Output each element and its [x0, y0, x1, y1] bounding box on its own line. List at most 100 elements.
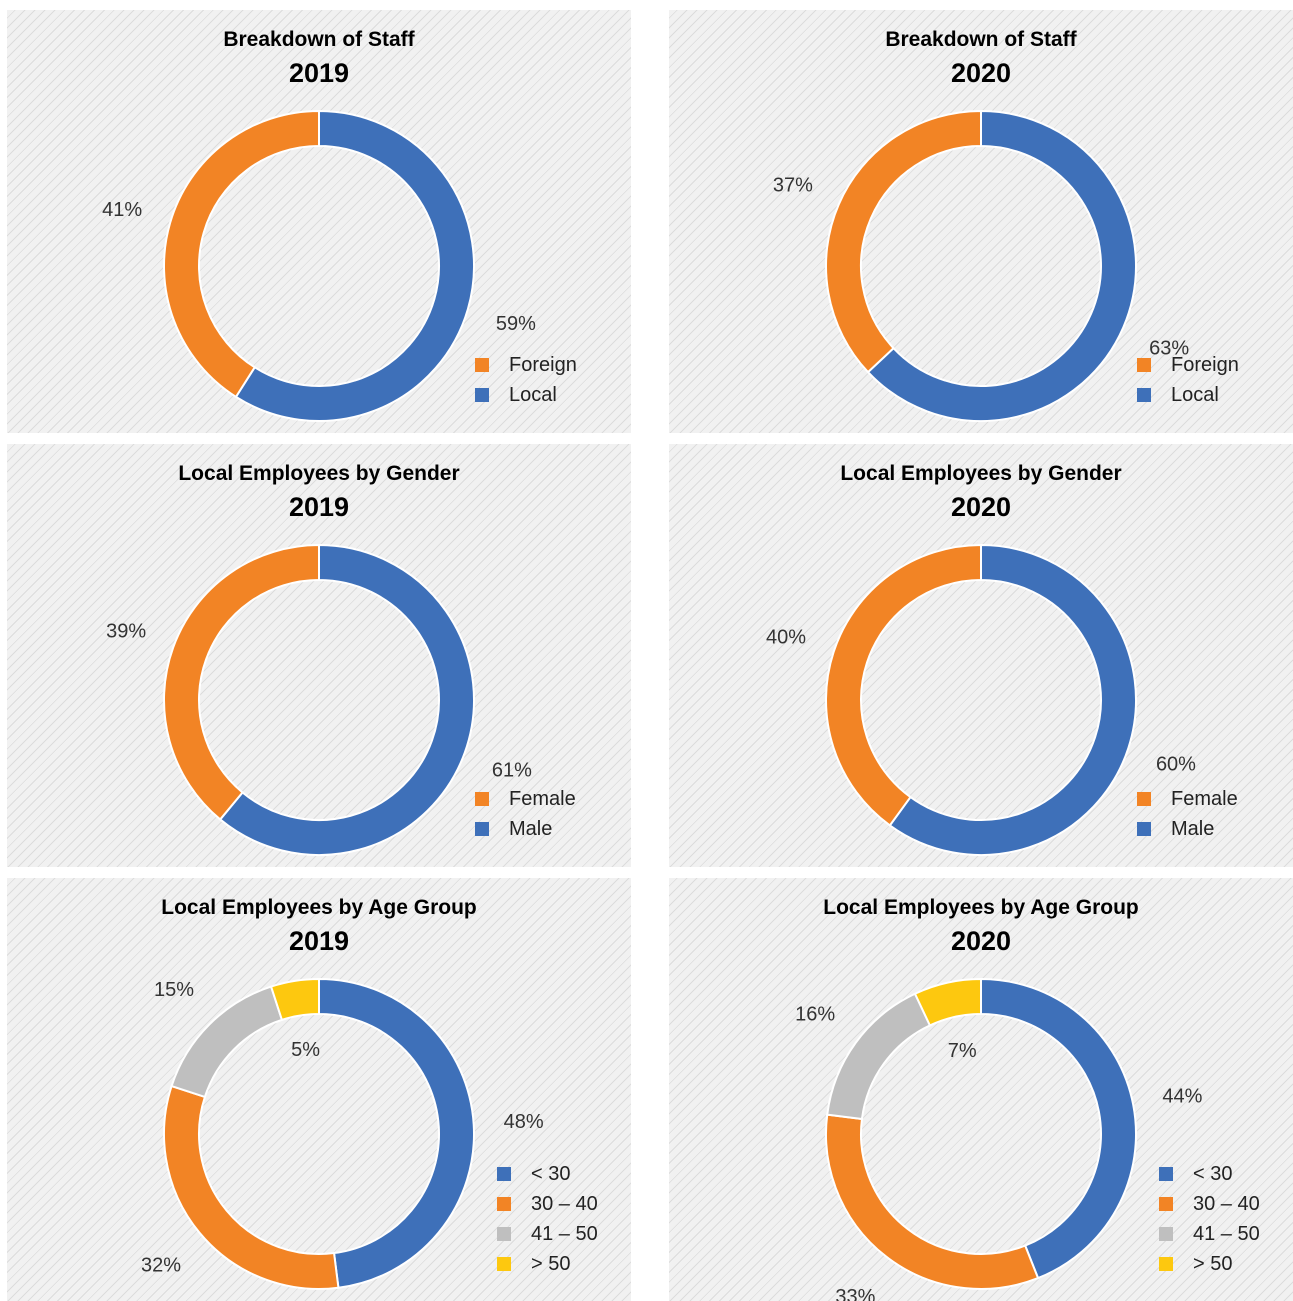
data-label-local: 59% [496, 313, 536, 335]
chart-legend: Female Male [475, 784, 576, 844]
legend-swatch [1137, 822, 1151, 836]
data-label-30: 48% [504, 1111, 544, 1133]
slice-30 [318, 977, 476, 1289]
slice-male [218, 543, 475, 856]
chart-year: 2019 [288, 492, 350, 522]
slice-50 [269, 977, 320, 1022]
legend-swatch [1159, 1167, 1173, 1181]
chart-title: Local Employees by Age Group [823, 896, 1139, 919]
legend-item-30: < 30 [1159, 1159, 1260, 1189]
donut-chart: 59% 41% [102, 109, 536, 422]
donut-chart: 48% 32% 15% 5% [141, 977, 544, 1290]
donut-chart: 61% 39% [106, 543, 532, 856]
chart-legend: < 30 30 – 40 41 – 50 > 50 [1159, 1159, 1260, 1279]
legend-label: < 30 [531, 1162, 571, 1185]
chart-legend: Foreign Local [475, 350, 577, 410]
legend-swatch [1159, 1257, 1173, 1271]
legend-label: Male [1171, 817, 1215, 840]
legend-label: Female [1171, 787, 1238, 810]
legend-item-50: > 50 [497, 1249, 598, 1279]
data-label-41-50: 16% [795, 1004, 835, 1026]
slice-local [234, 109, 475, 422]
legend-item-male: Male [1137, 814, 1238, 844]
panel-age-2020: Local Employees by Age Group 2020 44% 33%… [669, 878, 1293, 1301]
legend-item-30: < 30 [497, 1159, 598, 1189]
panel-gender-2020: Local Employees by Gender 2020 60% 40% Fe… [669, 444, 1293, 867]
legend-item-local: Local [1137, 380, 1239, 410]
chart-year: 2020 [950, 58, 1012, 88]
legend-label: 41 – 50 [1193, 1222, 1260, 1245]
legend-swatch [475, 358, 489, 372]
legend-swatch [475, 792, 489, 806]
chart-year: 2019 [288, 58, 350, 88]
panel-staff-2019: Breakdown of Staff 2019 59% 41% Foreign Lo… [7, 10, 631, 433]
panel-age-2019: Local Employees by Age Group 2019 48% 32%… [7, 878, 631, 1301]
legend-item-41-50: 41 – 50 [497, 1219, 598, 1249]
chart-legend: < 30 30 – 40 41 – 50 > 50 [497, 1159, 598, 1279]
legend-swatch [1159, 1227, 1173, 1241]
data-label-50: 5% [291, 1039, 320, 1061]
slice-30 [980, 977, 1137, 1280]
data-label-foreign: 41% [102, 199, 142, 221]
legend-label: < 30 [1193, 1162, 1233, 1185]
slice-foreign [163, 109, 320, 399]
legend-label: Male [509, 817, 553, 840]
legend-swatch [497, 1197, 511, 1211]
legend-swatch [1137, 388, 1151, 402]
slice-50 [913, 977, 982, 1027]
legend-swatch [1159, 1197, 1173, 1211]
data-label-female: 39% [106, 621, 146, 643]
data-label-30: 44% [1162, 1086, 1202, 1108]
legend-label: > 50 [531, 1252, 571, 1275]
legend-label: Foreign [509, 353, 577, 376]
chart-title: Local Employees by Age Group [161, 896, 477, 919]
legend-item-41-50: 41 – 50 [1159, 1219, 1260, 1249]
data-label-41-50: 15% [154, 979, 194, 1001]
legend-item-30-40: 30 – 40 [497, 1189, 598, 1219]
slice-female [825, 543, 982, 827]
chart-title: Breakdown of Staff [223, 28, 415, 51]
legend-swatch [497, 1257, 511, 1271]
legend-item-foreign: Foreign [475, 350, 577, 380]
chart-title: Local Employees by Gender [178, 462, 460, 485]
slice-30-40 [163, 1084, 340, 1290]
legend-item-female: Female [475, 784, 576, 814]
chart-year: 2019 [288, 926, 350, 956]
donut-chart: 63% 37% [773, 109, 1189, 422]
legend-swatch [475, 388, 489, 402]
chart-year: 2020 [950, 492, 1012, 522]
data-label-foreign: 37% [773, 175, 813, 197]
legend-swatch [497, 1167, 511, 1181]
legend-swatch [497, 1227, 511, 1241]
data-label-50: 7% [948, 1040, 977, 1062]
donut-chart: 60% 40% [766, 543, 1196, 856]
legend-swatch [1137, 358, 1151, 372]
data-label-local: 63% [1149, 337, 1189, 359]
slice-30-40 [825, 1113, 1040, 1290]
legend-label: Local [509, 383, 557, 406]
chart-legend: Female Male [1137, 784, 1238, 844]
slice-41-50 [826, 992, 932, 1121]
legend-item-male: Male [475, 814, 576, 844]
legend-item-female: Female [1137, 784, 1238, 814]
chart-legend: Foreign Local [1137, 350, 1239, 410]
panel-gender-2019: Local Employees by Gender 2019 61% 39% Fe… [7, 444, 631, 867]
legend-item-30-40: 30 – 40 [1159, 1189, 1260, 1219]
panel-staff-2020: Breakdown of Staff 2020 63% 37% Foreign Lo… [669, 10, 1293, 433]
slice-male [888, 543, 1137, 856]
legend-label: 30 – 40 [531, 1192, 598, 1215]
data-label-male: 60% [1156, 753, 1196, 775]
legend-label: 30 – 40 [1193, 1192, 1260, 1215]
slice-foreign [825, 109, 982, 374]
legend-label: Female [509, 787, 576, 810]
legend-label: 41 – 50 [531, 1222, 598, 1245]
legend-label: Local [1171, 383, 1219, 406]
legend-swatch [1137, 792, 1151, 806]
chart-title: Breakdown of Staff [885, 28, 1077, 51]
slice-female [163, 543, 320, 821]
data-label-male: 61% [492, 759, 532, 781]
legend-swatch [475, 822, 489, 836]
slice-local [866, 109, 1137, 422]
legend-item-local: Local [475, 380, 577, 410]
legend-label: Foreign [1171, 353, 1239, 376]
